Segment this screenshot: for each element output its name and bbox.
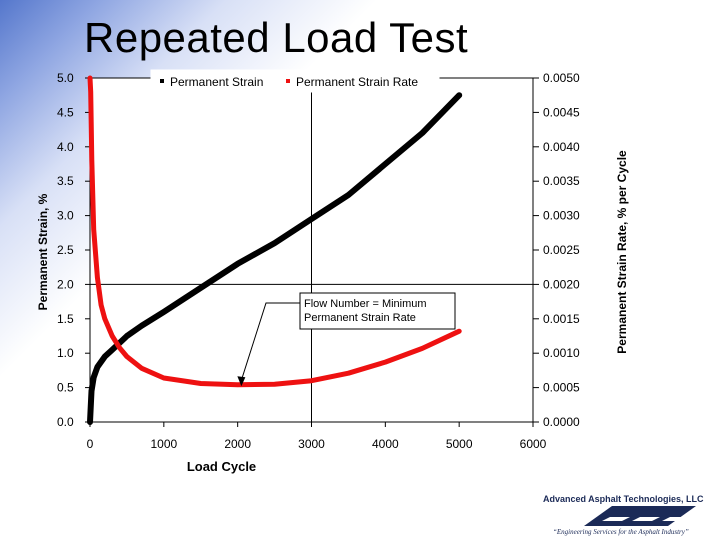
data-point-permanent-strain-rate xyxy=(92,227,96,231)
y2-tick-label: 0.0025 xyxy=(543,243,580,257)
y-tick-label: 0.0 xyxy=(57,415,74,429)
data-point-permanent-strain-rate xyxy=(99,303,103,307)
data-point-permanent-strain-rate xyxy=(140,366,144,370)
annotation-leader-line xyxy=(240,302,300,381)
x-tick-label: 4000 xyxy=(372,437,399,451)
data-point-permanent-strain xyxy=(383,162,387,166)
data-point-permanent-strain xyxy=(89,389,93,393)
data-point-permanent-strain xyxy=(110,348,114,352)
data-point-permanent-strain-rate xyxy=(310,379,313,383)
data-point-permanent-strain xyxy=(420,131,424,135)
data-point-permanent-strain-rate xyxy=(89,90,93,94)
data-point-permanent-strain-rate xyxy=(118,346,122,350)
data-point-permanent-strain-rate xyxy=(88,76,92,80)
x-tick-label: 6000 xyxy=(520,437,547,451)
y-tick-label: 4.5 xyxy=(57,105,74,119)
slide-title: Repeated Load Test xyxy=(84,14,469,61)
y2-tick-label: 0.0050 xyxy=(543,71,580,85)
y2-tick-label: 0.0035 xyxy=(543,174,580,188)
x-tick-label: 5000 xyxy=(446,437,473,451)
y-tick-label: 2.5 xyxy=(57,243,74,257)
y-tick-label: 0.5 xyxy=(57,381,74,395)
y2-tick-label: 0.0015 xyxy=(543,312,580,326)
x-tick-label: 2000 xyxy=(224,437,251,451)
data-point-permanent-strain-rate xyxy=(273,382,277,386)
data-point-permanent-strain xyxy=(457,93,461,97)
data-point-permanent-strain-rate xyxy=(162,376,166,380)
y2-tick-label: 0.0000 xyxy=(543,415,580,429)
data-point-permanent-strain xyxy=(92,375,96,379)
data-point-permanent-strain-rate xyxy=(420,346,424,350)
y-tick-label: 3.5 xyxy=(57,174,74,188)
company-name: Advanced Asphalt Technologies, LLC xyxy=(543,494,704,504)
data-point-permanent-strain xyxy=(95,365,99,369)
x-tick-label: 1000 xyxy=(150,437,177,451)
x-tick-label: 3000 xyxy=(298,437,325,451)
annotation-text: Permanent Strain Rate xyxy=(304,312,416,324)
data-point-permanent-strain-rate xyxy=(236,383,240,387)
y2-tick-label: 0.0005 xyxy=(543,381,580,395)
legend-box xyxy=(150,69,440,93)
y2-tick-label: 0.0040 xyxy=(543,140,580,154)
y-tick-label: 2.0 xyxy=(57,277,74,291)
data-point-permanent-strain-rate xyxy=(90,159,94,163)
y-tick-label: 5.0 xyxy=(57,71,74,85)
y2-tick-label: 0.0010 xyxy=(543,346,580,360)
legend-marker xyxy=(160,79,164,83)
legend-marker xyxy=(286,79,290,83)
data-point-permanent-strain xyxy=(310,217,313,221)
y-tick-label: 3.0 xyxy=(57,209,74,223)
annotation-box xyxy=(299,292,456,330)
series-line-permanent-strain-rate xyxy=(87,75,462,388)
annotation-text: Flow Number = Minimum xyxy=(304,298,427,310)
data-point-permanent-strain xyxy=(125,334,129,338)
y2-tick-label: 0.0030 xyxy=(543,209,580,223)
data-point-permanent-strain-rate xyxy=(383,360,387,364)
data-point-permanent-strain-rate xyxy=(95,276,99,280)
data-point-permanent-strain xyxy=(346,193,350,197)
data-point-permanent-strain xyxy=(103,355,107,359)
y2-axis-label: Permanent Strain Rate, % per Cycle xyxy=(615,150,629,354)
data-point-permanent-strain xyxy=(88,420,92,424)
y-tick-label: 1.5 xyxy=(57,312,74,326)
data-point-permanent-strain-rate xyxy=(103,317,107,321)
y-tick-label: 4.0 xyxy=(57,140,74,154)
y-axis-label: Permanent Strain, % xyxy=(36,193,50,310)
company-tagline: “Engineering Services for the Asphalt In… xyxy=(553,528,689,536)
data-point-permanent-strain xyxy=(273,241,277,245)
data-point-permanent-strain xyxy=(162,310,166,314)
annotation-arrowhead xyxy=(237,376,246,387)
data-point-permanent-strain xyxy=(199,286,203,290)
data-point-permanent-strain xyxy=(236,262,240,266)
x-tick-label: 0 xyxy=(87,437,94,451)
y2-tick-label: 0.0045 xyxy=(543,105,580,119)
data-point-permanent-strain-rate xyxy=(199,381,203,385)
data-point-permanent-strain-rate xyxy=(457,329,461,333)
x-axis-label: Load Cycle xyxy=(187,459,256,474)
data-point-permanent-strain xyxy=(140,324,144,328)
data-point-permanent-strain-rate xyxy=(110,334,114,338)
legend-label: Permanent Strain Rate xyxy=(296,75,418,89)
company-logo-road xyxy=(584,506,696,526)
data-point-permanent-strain-rate xyxy=(346,371,350,375)
y2-tick-label: 0.0020 xyxy=(543,277,580,291)
legend-label: Permanent Strain xyxy=(170,75,263,89)
y-tick-label: 1.0 xyxy=(57,346,74,360)
data-point-permanent-strain-rate xyxy=(125,355,129,359)
